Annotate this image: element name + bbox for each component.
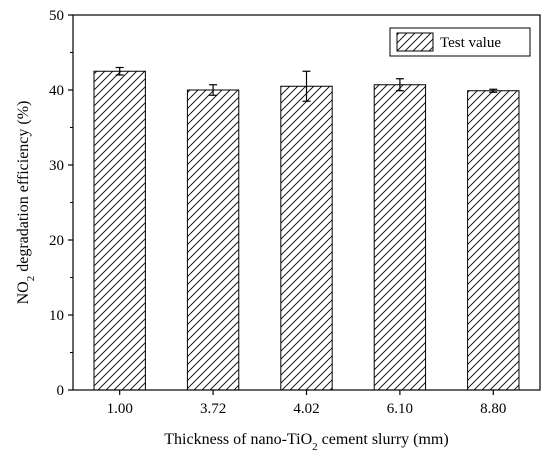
legend-swatch [396, 32, 434, 52]
legend: Test value [389, 27, 531, 57]
x-tick-label: 1.00 [107, 401, 133, 417]
error-bars [115, 66, 498, 102]
y-axis-title-subscript: 2 [25, 276, 37, 282]
bar [93, 70, 146, 391]
y-tick-label: 0 [57, 383, 65, 399]
y-axis-ticks: 0 10 20 30 40 50 [49, 8, 73, 399]
bars [93, 70, 520, 391]
bar [467, 90, 520, 391]
y-tick-label: 10 [49, 308, 64, 324]
x-tick-label: 3.72 [200, 401, 226, 417]
x-axis-ticks: 1.00 3.72 4.02 6.10 8.80 [107, 390, 506, 417]
x-axis-title-prefix: Thickness of nano-TiO [164, 431, 312, 448]
x-axis-title: Thickness of nano-TiO2 cement slurry (mm… [164, 431, 448, 453]
y-tick-label: 30 [49, 158, 64, 174]
bar [373, 84, 427, 391]
x-tick-label: 8.80 [480, 401, 506, 417]
x-tick-label: 6.10 [387, 401, 413, 417]
x-axis-title-subscript: 2 [312, 441, 318, 453]
bar [186, 89, 240, 391]
x-axis-title-suffix: cement slurry (mm) [318, 431, 449, 448]
y-tick-label: 40 [49, 83, 64, 99]
y-axis-title-suffix: degradation efficiency (%) [15, 101, 32, 276]
y-tick-label: 20 [49, 233, 64, 249]
bar [280, 85, 333, 391]
y-axis-title-prefix: NO [15, 281, 32, 304]
x-tick-label: 4.02 [293, 401, 319, 417]
y-axis-title: NO2 degradation efficiency (%) [15, 101, 37, 305]
y-tick-label: 50 [49, 8, 64, 24]
legend-label: Test value [440, 35, 501, 51]
